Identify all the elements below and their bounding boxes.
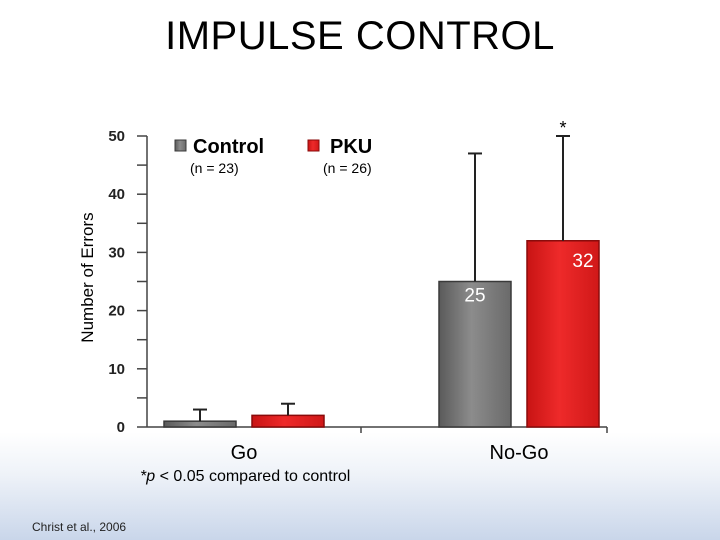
y-axis-label: Number of Errors xyxy=(78,212,97,342)
y-tick-label: 50 xyxy=(108,128,125,145)
legend-n-pku: (n = 26) xyxy=(323,160,372,176)
legend-swatch-control xyxy=(174,139,187,152)
bar-pku-no-go xyxy=(526,240,600,428)
citation: Christ et al., 2006 xyxy=(32,520,127,534)
significance-marker: * xyxy=(559,118,566,138)
y-tick-label: 30 xyxy=(108,244,125,261)
y-tick-label: 10 xyxy=(108,361,125,378)
y-tick-label: 40 xyxy=(108,186,125,203)
legend-n-control: (n = 23) xyxy=(190,160,239,176)
bar-control-no-go xyxy=(438,280,512,428)
y-tick-label: 20 xyxy=(108,303,125,320)
x-category-label: Go xyxy=(231,442,258,464)
legend-label-pku: PKU xyxy=(330,136,372,158)
legend-swatch-pku xyxy=(307,139,320,152)
bar-control-go xyxy=(163,420,237,428)
bar-pku-go xyxy=(251,414,325,428)
legend-label-control: Control xyxy=(193,136,264,158)
data-label: 32 xyxy=(572,251,593,272)
data-label: 25 xyxy=(464,286,485,307)
x-category-label: No-Go xyxy=(490,442,549,464)
footnote: *p < 0.05 compared to control xyxy=(140,468,350,485)
slide-title: IMPULSE CONTROL xyxy=(165,14,555,58)
y-tick-label: 0 xyxy=(117,419,125,436)
